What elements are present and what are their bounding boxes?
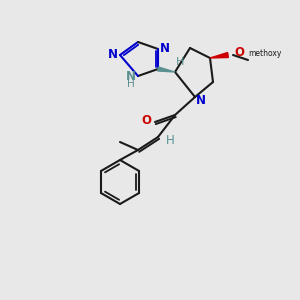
Text: H: H [127, 79, 135, 89]
Polygon shape [210, 52, 228, 58]
Text: O: O [234, 46, 244, 59]
Text: N: N [160, 41, 170, 55]
Text: H: H [176, 57, 184, 67]
Text: N: N [196, 94, 206, 107]
Text: N: N [126, 70, 136, 83]
Polygon shape [158, 67, 175, 72]
Text: H: H [166, 134, 174, 146]
Text: O: O [141, 113, 151, 127]
Text: N: N [108, 47, 118, 61]
Text: methoxy: methoxy [248, 50, 281, 58]
